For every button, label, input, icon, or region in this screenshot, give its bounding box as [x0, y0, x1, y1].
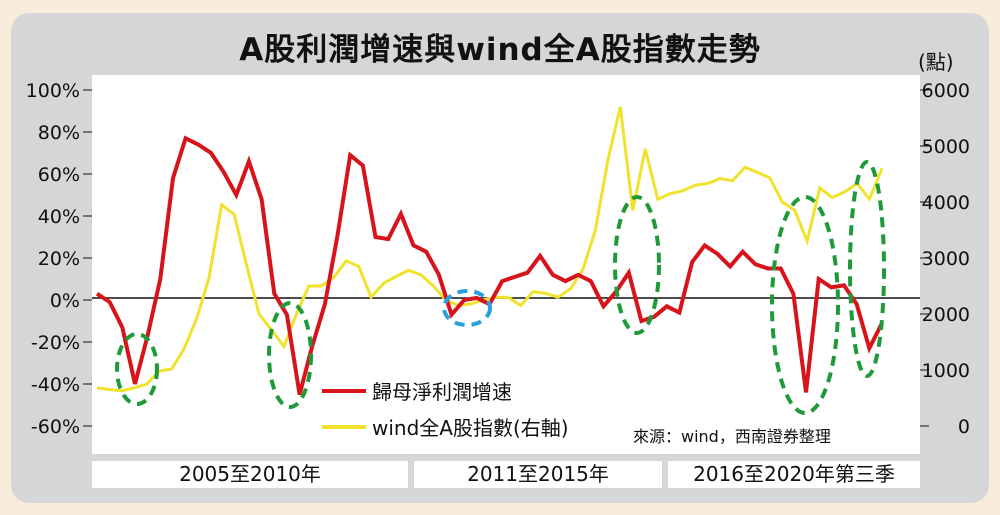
trough-2008-highlight	[115, 332, 159, 406]
legend-label-profit: 歸母淨利潤增速	[372, 380, 512, 404]
right-tick-label: 4000	[922, 192, 970, 214]
left-tick-label: -40%	[31, 374, 80, 396]
recent-highlight	[848, 160, 886, 378]
right-tick-label: 6000	[922, 80, 970, 102]
left-tick-label: 0%	[50, 290, 80, 312]
legend-label-index: wind全A股指數(右軸)	[372, 416, 569, 440]
left-tick-label: 40%	[38, 206, 80, 228]
trough-2009-highlight	[267, 301, 313, 409]
near-zero-2012-highlight	[442, 289, 492, 327]
period-label-2005-2010: 2005至2010年	[92, 461, 408, 488]
index-series-line	[96, 106, 884, 393]
plot-area	[92, 75, 920, 454]
right-tick-label: 2000	[922, 304, 970, 326]
left-tick-label: 100%	[26, 80, 80, 102]
right-tick-label: 1000	[922, 360, 970, 382]
left-tick-label: -20%	[31, 332, 80, 354]
left-tick-label: -60%	[31, 416, 80, 438]
trough-2020-highlight	[770, 195, 840, 415]
right-tick-label: 0	[958, 416, 970, 438]
right-tick-label: 3000	[922, 248, 970, 270]
index-peak-2015-highlight	[613, 195, 661, 335]
left-tick-label: 60%	[38, 164, 80, 186]
highlight-ellipses	[115, 160, 886, 415]
left-tick-label: 80%	[38, 122, 80, 144]
left-axis: 100% 80% 60% 40% 20% 0% -20% -40% -60%	[26, 80, 92, 438]
right-axis: 6000 5000 4000 3000 2000 1000 0	[920, 80, 970, 438]
period-bar: 2005至2010年 2011至2015年 2016至2020年第三季	[92, 461, 920, 488]
left-tick-label: 20%	[38, 248, 80, 270]
right-axis-unit: (點)	[918, 50, 954, 74]
chart-title: A股利潤增速與wind全A股指數走勢	[239, 32, 761, 68]
source-note: 來源：wind，西南證券整理	[633, 427, 831, 446]
period-label-2011-2015: 2011至2015年	[414, 461, 662, 488]
period-label-2016-2020: 2016至2020年第三季	[668, 461, 920, 488]
right-tick-label: 5000	[922, 136, 970, 158]
